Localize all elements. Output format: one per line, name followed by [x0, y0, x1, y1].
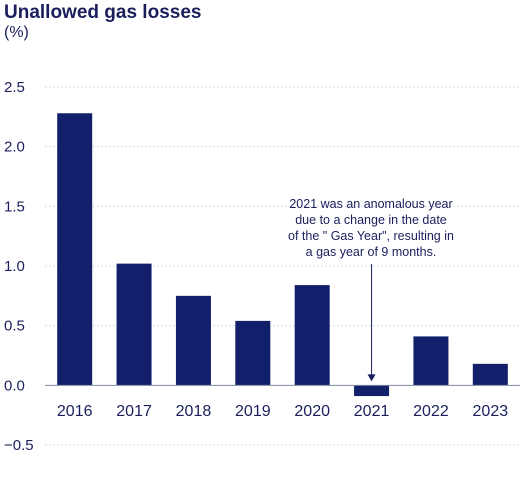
- bar-2018: [175, 295, 211, 386]
- annotation-text: of the " Gas Year", resulting in: [288, 229, 454, 243]
- bar-2020: [294, 285, 330, 386]
- chart-title: Unallowed gas losses: [4, 2, 202, 23]
- y-tick-label: −0.5: [4, 437, 34, 454]
- bar-2023: [472, 363, 508, 386]
- chart-unit: (%): [4, 24, 29, 41]
- annotation-text: 2021 was an anomalous year: [289, 197, 452, 211]
- y-tick-label: 2.0: [4, 139, 25, 156]
- bar-2021: [354, 385, 390, 397]
- x-tick-label: 2018: [176, 403, 212, 420]
- x-tick-label: 2017: [116, 403, 152, 420]
- y-tick-label: 2.5: [4, 79, 25, 96]
- x-tick-label: 2023: [473, 403, 509, 420]
- annotation-text: due to a change in the date: [295, 213, 447, 227]
- y-tick-label: 1.5: [4, 198, 25, 215]
- bar-2022: [413, 336, 449, 386]
- bar-2016: [57, 113, 93, 386]
- annotation-arrow-head: [367, 374, 376, 382]
- x-tick-label: 2016: [57, 403, 93, 420]
- y-tick-label: 0.5: [4, 318, 25, 335]
- x-tick-label: 2022: [413, 403, 449, 420]
- annotation-text: a gas year of 9 months.: [306, 245, 437, 259]
- x-tick-label: 2019: [235, 403, 271, 420]
- x-tick-label: 2021: [354, 403, 390, 420]
- x-tick-label: 2020: [294, 403, 330, 420]
- bar-2017: [116, 263, 152, 386]
- y-tick-label: 0.0: [4, 377, 25, 394]
- y-tick-label: 1.0: [4, 258, 25, 275]
- bar-2019: [235, 320, 271, 386]
